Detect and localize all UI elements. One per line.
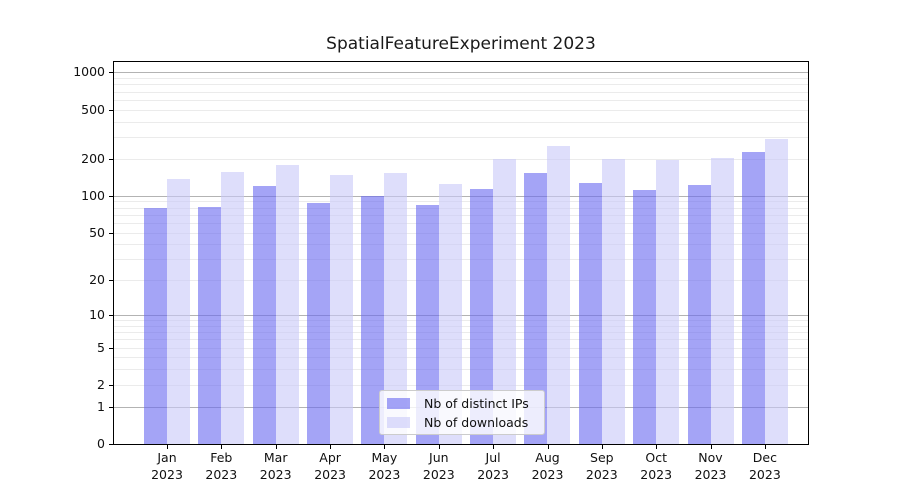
y-tick-label: 200 bbox=[81, 150, 105, 166]
bar-distinct-ips-dec bbox=[741, 151, 765, 444]
x-tick-label-apr: Apr 2023 bbox=[314, 450, 346, 482]
x-tick-mark bbox=[656, 445, 658, 449]
legend-swatch-distinct-ips bbox=[387, 397, 410, 409]
bar-distinct-ips-mar bbox=[252, 186, 276, 444]
y-tick-label: 10 bbox=[89, 307, 105, 322]
y-tick-mark bbox=[109, 444, 113, 445]
bar-distinct-ips-feb bbox=[198, 206, 222, 444]
gridline-minor bbox=[114, 84, 808, 86]
legend-swatch-downloads bbox=[387, 416, 410, 428]
x-tick-label-sep: Sep 2023 bbox=[585, 450, 618, 482]
bar-distinct-ips-apr bbox=[307, 202, 331, 444]
x-tick-label-oct: Oct 2023 bbox=[640, 450, 673, 482]
y-tick-label: 50 bbox=[89, 224, 105, 240]
y-tick-mark bbox=[109, 384, 113, 386]
bar-distinct-ips-sep bbox=[578, 182, 602, 444]
legend-item-distinct-ips: Nb of distinct IPs bbox=[387, 396, 536, 411]
gridline-minor bbox=[114, 99, 808, 101]
x-tick-mark bbox=[167, 445, 168, 449]
gridline-minor bbox=[114, 158, 808, 160]
x-tick-mark bbox=[547, 445, 549, 449]
gridline-minor bbox=[114, 121, 808, 123]
x-tick-label-jun: Jun 2023 bbox=[422, 450, 455, 482]
y-tick-label: 5 bbox=[97, 339, 105, 355]
y-tick-label: 1 bbox=[97, 398, 105, 414]
x-tick-label-may: May 2023 bbox=[368, 450, 401, 482]
x-tick-label-aug: Aug 2023 bbox=[531, 450, 564, 482]
y-tick-mark bbox=[109, 406, 113, 408]
y-tick-label: 2 bbox=[97, 376, 105, 392]
y-tick-mark bbox=[109, 280, 113, 282]
y-tick-mark bbox=[109, 315, 113, 316]
x-tick-mark bbox=[710, 445, 712, 449]
legend-label-distinct-ips: Nb of distinct IPs bbox=[424, 395, 529, 411]
y-tick-mark bbox=[109, 109, 113, 111]
x-tick-mark bbox=[601, 445, 603, 449]
gridline-minor bbox=[114, 91, 808, 93]
gridline-minor bbox=[114, 137, 808, 138]
x-tick-label-nov: Nov 2023 bbox=[694, 450, 727, 482]
bar-distinct-ips-jan bbox=[144, 208, 167, 444]
y-tick-label: 20 bbox=[89, 272, 105, 288]
bar-distinct-ips-jul bbox=[470, 189, 494, 444]
bar-downloads-feb bbox=[221, 172, 245, 444]
plot-area bbox=[113, 61, 809, 445]
bar-downloads-oct bbox=[656, 159, 680, 444]
x-tick-mark bbox=[493, 445, 495, 449]
bar-distinct-ips-may bbox=[361, 195, 385, 444]
bar-distinct-ips-aug bbox=[524, 173, 548, 444]
bar-downloads-sep bbox=[601, 158, 625, 444]
y-tick-mark bbox=[109, 232, 113, 234]
bar-downloads-dec bbox=[764, 138, 788, 444]
gridline-minor bbox=[114, 78, 808, 79]
x-tick-label-jul: Jul 2023 bbox=[477, 450, 509, 482]
gridline-major bbox=[114, 72, 808, 74]
y-tick-label: 100 bbox=[81, 187, 105, 203]
y-tick-mark bbox=[109, 195, 113, 197]
bar-downloads-jan bbox=[167, 178, 190, 444]
bar-downloads-mar bbox=[275, 165, 299, 444]
y-tick-mark bbox=[109, 158, 113, 160]
legend: Nb of distinct IPs Nb of downloads bbox=[379, 390, 545, 435]
legend-item-downloads: Nb of downloads bbox=[387, 415, 536, 430]
x-tick-mark bbox=[275, 445, 277, 449]
x-tick-mark bbox=[330, 445, 332, 449]
gridline-minor bbox=[114, 109, 808, 111]
bar-downloads-apr bbox=[330, 175, 354, 444]
bar-downloads-may bbox=[384, 172, 408, 444]
legend-label-downloads: Nb of downloads bbox=[424, 414, 529, 430]
y-tick-mark bbox=[109, 347, 113, 349]
bar-distinct-ips-jun bbox=[415, 205, 439, 444]
y-tick-label: 0 bbox=[97, 436, 105, 451]
bar-downloads-aug bbox=[547, 146, 571, 444]
x-tick-label-mar: Mar 2023 bbox=[259, 450, 292, 482]
y-tick-label: 500 bbox=[81, 101, 105, 117]
x-tick-mark bbox=[764, 445, 766, 449]
bar-distinct-ips-nov bbox=[687, 185, 711, 444]
x-tick-label-feb: Feb 2023 bbox=[205, 450, 238, 482]
bar-downloads-jun bbox=[438, 183, 462, 444]
bar-downloads-nov bbox=[710, 158, 734, 444]
y-tick-mark bbox=[109, 72, 113, 74]
x-tick-mark bbox=[221, 445, 223, 449]
x-tick-mark bbox=[384, 445, 386, 449]
bar-distinct-ips-oct bbox=[633, 190, 657, 444]
chart-title: SpatialFeatureExperiment 2023 bbox=[326, 34, 596, 54]
x-tick-mark bbox=[438, 445, 440, 449]
y-tick-label: 1000 bbox=[73, 64, 105, 80]
x-tick-label-dec: Dec 2023 bbox=[748, 450, 781, 482]
x-tick-label-jan: Jan 2023 bbox=[151, 450, 183, 482]
bar-downloads-jul bbox=[493, 158, 517, 444]
